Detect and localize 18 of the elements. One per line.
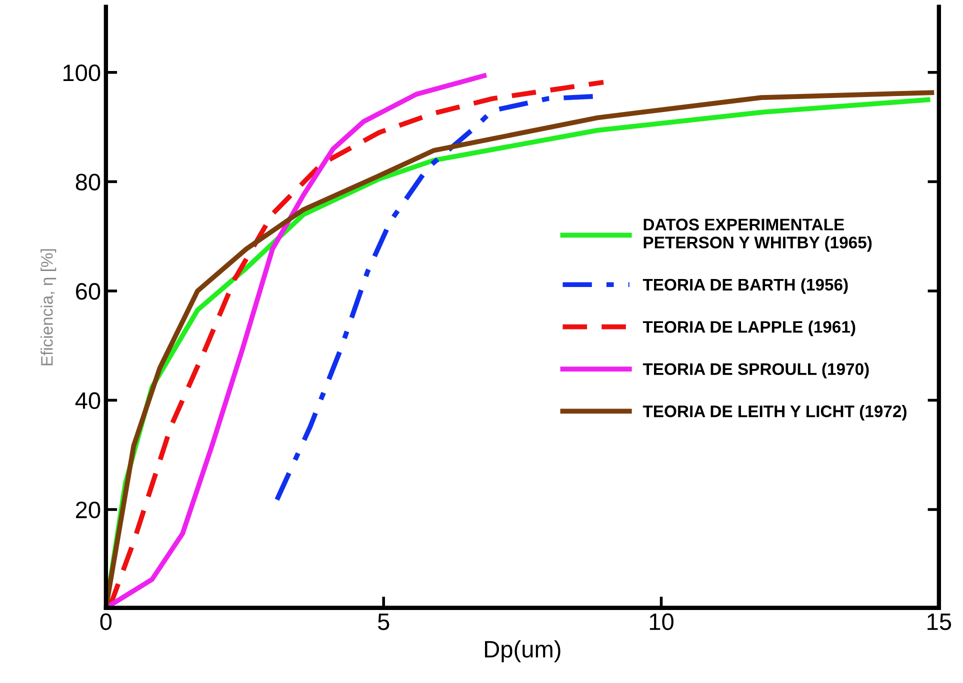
line-series — [274, 94, 596, 502]
y-tick-label: 100 — [63, 64, 100, 82]
legend-label: TEORIA DE BARTH (1956) — [642, 278, 848, 294]
y-tick-label: 40 — [75, 392, 100, 410]
x-axis-title: Dp(um) — [485, 640, 560, 662]
x-tick-label: 10 — [650, 613, 674, 630]
y-tick-label: 60 — [76, 283, 100, 300]
x-tick-label: 15 — [928, 614, 952, 630]
line-series — [106, 73, 487, 608]
y-tick-label: 20 — [76, 502, 100, 518]
legend-label: TEORIA DE LAPPLE (1961) — [642, 320, 856, 336]
legend-label: TEORIA DE LEITH Y LICHT (1972) — [642, 404, 906, 421]
x-tick-label: 5 — [378, 614, 390, 630]
legend-label: TEORIA DE SPROULL (1970) — [642, 362, 869, 378]
y-axis-title: Eficiencia, η [%] — [40, 249, 56, 366]
y-tick-label: 80 — [76, 174, 100, 190]
x-tick-label: 0 — [100, 613, 112, 630]
legend-label: DATOS EXPERIMENTALE PETERSON Y WHITBY (1965) — [644, 218, 872, 252]
